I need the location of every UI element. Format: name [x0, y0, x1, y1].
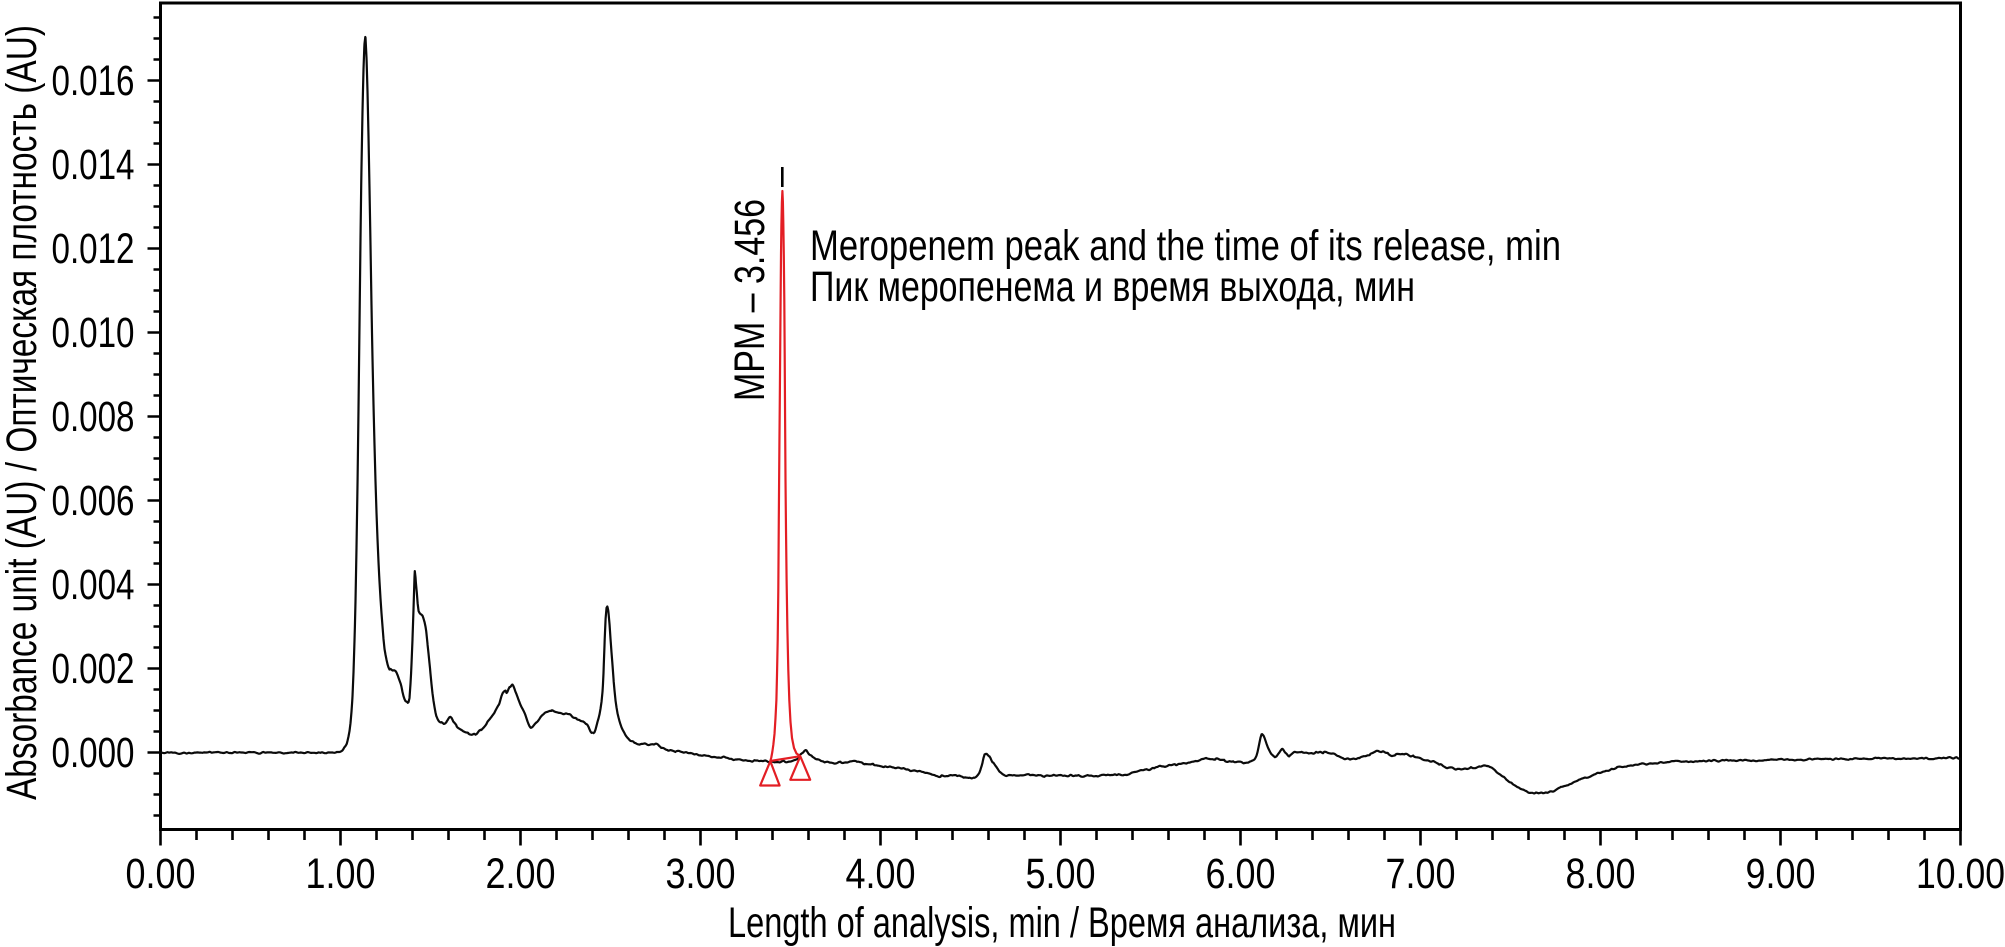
svg-text:9.00: 9.00: [1746, 850, 1816, 898]
svg-text:Пик меропенема и время выхода,: Пик меропенема и время выхода, мин: [810, 263, 1415, 311]
svg-text:7.00: 7.00: [1386, 850, 1456, 898]
svg-text:1.00: 1.00: [306, 850, 376, 898]
svg-text:0.012: 0.012: [52, 225, 135, 273]
svg-text:Meropenem peak and the time of: Meropenem peak and the time of its relea…: [810, 222, 1561, 270]
svg-text:3.00: 3.00: [666, 850, 736, 898]
svg-text:0.008: 0.008: [52, 393, 135, 441]
svg-text:2.00: 2.00: [486, 850, 556, 898]
svg-text:0.002: 0.002: [52, 645, 135, 693]
svg-text:6.00: 6.00: [1206, 850, 1276, 898]
svg-text:0.010: 0.010: [52, 309, 135, 357]
svg-text:0.000: 0.000: [52, 729, 135, 777]
svg-text:0.014: 0.014: [52, 141, 135, 189]
svg-text:10.00: 10.00: [1916, 850, 2005, 898]
svg-text:Absorbance unit (AU) / Оптичес: Absorbance unit (AU) / Оптическая плотно…: [0, 25, 46, 800]
svg-text:0.016: 0.016: [52, 57, 135, 105]
svg-text:4.00: 4.00: [846, 850, 916, 898]
svg-text:5.00: 5.00: [1026, 850, 1096, 898]
svg-text:0.00: 0.00: [126, 850, 196, 898]
svg-text:MPM – 3.456: MPM – 3.456: [726, 199, 774, 401]
svg-text:0.006: 0.006: [52, 477, 135, 525]
svg-text:Length of analysis, min / Врем: Length of analysis, min / Время анализа,…: [728, 899, 1396, 947]
svg-text:8.00: 8.00: [1566, 850, 1636, 898]
svg-text:0.004: 0.004: [52, 561, 135, 609]
